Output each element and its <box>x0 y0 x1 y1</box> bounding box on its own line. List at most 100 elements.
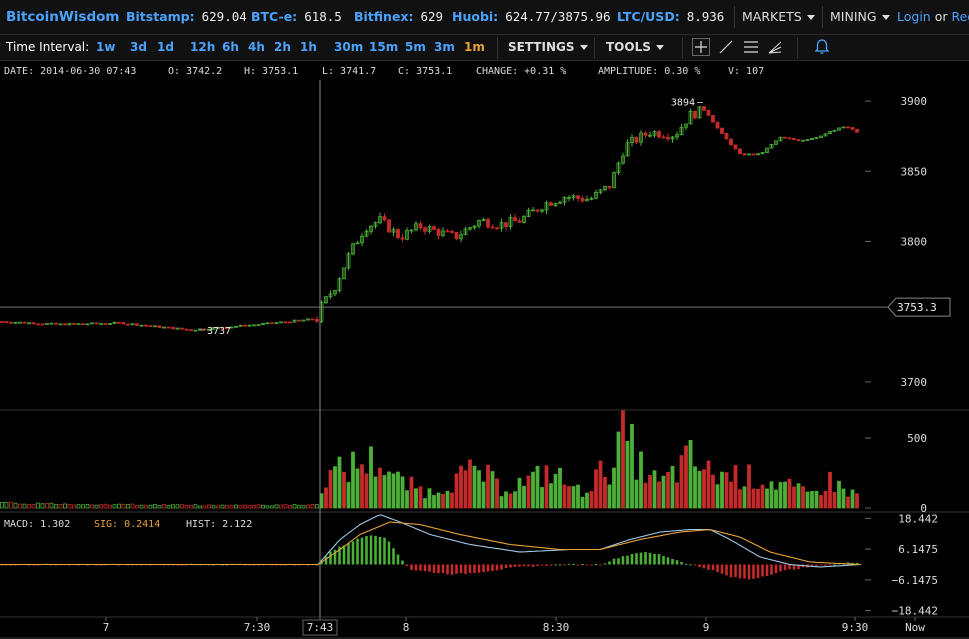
exchange-bitfinex[interactable]: Bitfinex: 629 <box>354 9 443 24</box>
candle-body <box>432 226 436 230</box>
volume-bar <box>112 504 117 509</box>
price-chart[interactable]: 3700 3800 3850 3900 3753.3 3894 3737 0 500 18.442… <box>0 80 969 639</box>
trendline-icon[interactable] <box>717 38 735 56</box>
interval-2h[interactable]: 2h <box>274 40 291 54</box>
macd-histogram-bar <box>779 564 782 572</box>
brand-logo[interactable]: BitcoinWisdom <box>6 9 120 25</box>
volume-bar <box>742 486 747 509</box>
interval-30m[interactable]: 30m <box>334 40 364 54</box>
interval-3d[interactable]: 3d <box>130 40 147 54</box>
interval-12h[interactable]: 12h <box>190 40 216 54</box>
volume-bar <box>720 471 724 509</box>
macd-histogram-bar <box>446 564 449 575</box>
candle-body <box>0 321 4 323</box>
bell-alert-icon[interactable] <box>814 38 830 56</box>
markets-menu[interactable]: MARKETS <box>742 9 815 24</box>
macd-histogram-bar <box>477 564 481 573</box>
crosshair-icon[interactable] <box>692 38 710 56</box>
volume-bar <box>796 483 801 509</box>
exchange-name: Bitstamp: <box>126 9 195 24</box>
macd-histogram-bar <box>792 564 796 570</box>
exchange-huobi[interactable]: Huobi: 624.77/3875.96 <box>452 9 611 24</box>
register-link[interactable]: Regi <box>951 9 969 24</box>
candle-body <box>765 147 769 154</box>
current-price-label: 3753.3 <box>897 301 937 314</box>
info-close: C: 3753.1 <box>398 66 453 77</box>
exchange-price: 618.5 <box>304 9 342 24</box>
macd-histogram-bar <box>716 564 719 573</box>
volume-bar <box>121 503 126 509</box>
current-price-tag <box>887 297 951 317</box>
candle-body <box>193 329 198 332</box>
volume-bar <box>130 503 135 509</box>
interval-1m[interactable]: 1m <box>464 40 485 54</box>
volume-bar <box>661 475 666 509</box>
candle-body <box>58 323 63 326</box>
volume-bar <box>504 491 508 509</box>
candle-body <box>841 126 846 129</box>
volume-bar <box>247 505 252 509</box>
time-tick-label: 7 <box>103 621 110 634</box>
interval-3m[interactable]: 3m <box>434 40 455 54</box>
interval-15m[interactable]: 15m <box>369 40 399 54</box>
volume-bar <box>9 501 13 509</box>
macd-histogram-bar <box>405 564 409 567</box>
candle-body <box>756 153 760 156</box>
macd-histogram-bar <box>815 564 818 567</box>
exchange-ltcusd[interactable]: LTC/USD: 8.936 <box>617 9 724 24</box>
candle-body <box>526 209 531 217</box>
tools-menu[interactable]: TOOLS <box>606 40 664 54</box>
candle-body <box>850 127 855 130</box>
interval-5m[interactable]: 5m <box>405 40 426 54</box>
macd-histogram-bar <box>788 564 791 570</box>
interval-4h[interactable]: 4h <box>248 40 265 54</box>
macd-histogram-bar <box>522 564 526 567</box>
macd-histogram-bar <box>612 558 616 565</box>
interval-1h[interactable]: 1h <box>300 40 317 54</box>
candle-body <box>247 324 252 327</box>
macd-histogram-bar <box>590 564 593 566</box>
volume-bar <box>18 503 22 509</box>
volume-bar <box>634 479 639 509</box>
volume-bar <box>828 471 832 509</box>
exchange-bitstamp[interactable]: Bitstamp: 629.04 <box>126 9 247 24</box>
volume-bar <box>189 504 193 509</box>
candle-body <box>643 132 648 136</box>
volume-bar <box>49 502 54 509</box>
volume-bar <box>166 505 171 509</box>
exchange-price: 8.936 <box>686 9 725 24</box>
candle-body <box>306 318 310 321</box>
candle-body <box>49 322 54 325</box>
macd-histogram-bar <box>810 564 814 567</box>
candle-body <box>715 121 720 129</box>
exchange-btce[interactable]: BTC-e: 618.5 <box>251 9 342 24</box>
candle-body <box>342 267 346 280</box>
volume-bar <box>427 488 432 509</box>
volume-bar <box>54 504 58 509</box>
candle-body <box>211 327 216 330</box>
settings-menu[interactable]: SETTINGS <box>508 40 588 54</box>
macd-histogram-bar <box>536 564 539 566</box>
interval-6h[interactable]: 6h <box>222 40 239 54</box>
horizontal-lines-icon[interactable] <box>742 38 760 56</box>
login-link[interactable]: Login <box>897 9 931 24</box>
exchange-name: LTC/USD: <box>617 9 680 24</box>
interval-1d[interactable]: 1d <box>157 40 174 54</box>
interval-1w[interactable]: 1w <box>96 40 116 54</box>
candle-body <box>783 136 787 139</box>
candle-body <box>279 321 283 324</box>
volume-bar <box>571 486 576 509</box>
fibonacci-fan-icon[interactable] <box>766 38 784 56</box>
macd-histogram-bar <box>765 564 769 576</box>
candle-body <box>45 323 49 325</box>
volume-bar <box>409 476 414 509</box>
candle-body <box>486 219 490 228</box>
volume-bar <box>522 485 526 509</box>
candle-body <box>387 219 391 233</box>
candle-body <box>67 323 72 326</box>
divider <box>594 37 595 59</box>
volume-bar <box>387 471 391 509</box>
mining-menu[interactable]: MINING <box>830 9 890 24</box>
macd-histogram-bar <box>401 560 404 565</box>
candle-body <box>481 219 486 221</box>
